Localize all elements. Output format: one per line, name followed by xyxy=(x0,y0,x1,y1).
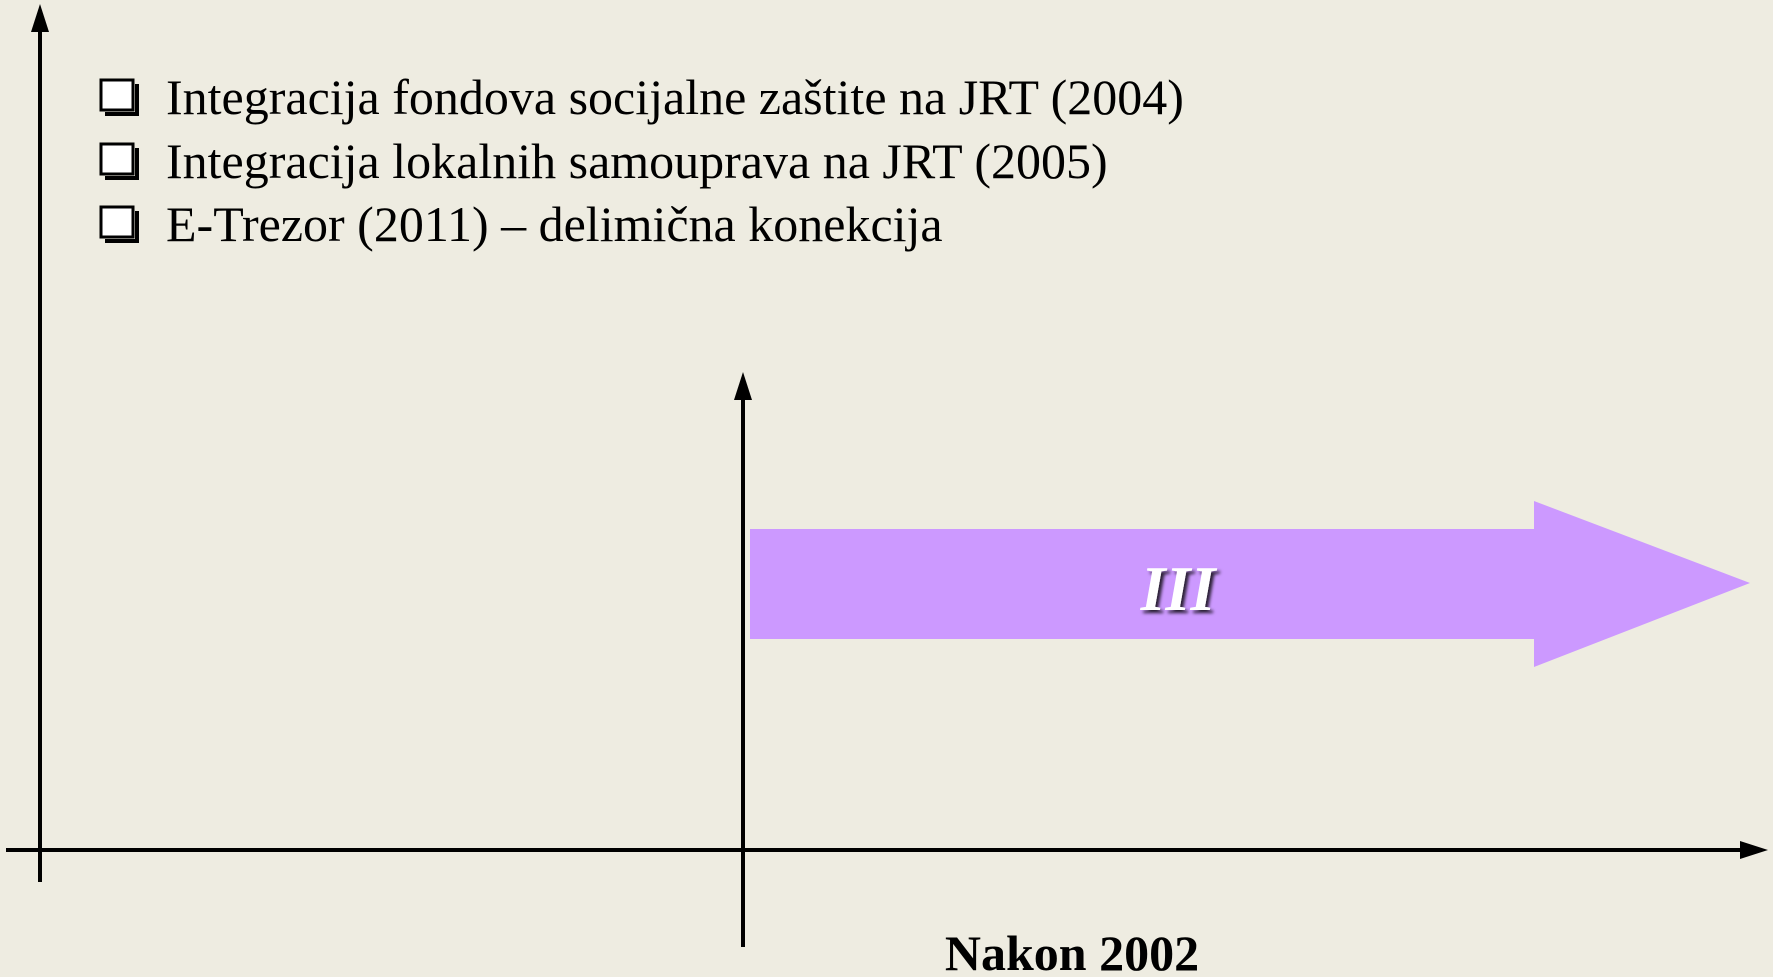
bullet-box xyxy=(99,142,135,176)
period-label: Nakon 2002 xyxy=(945,925,1199,977)
phase-arrow xyxy=(750,501,1750,667)
bullet-box xyxy=(99,205,135,239)
bullet-shadow xyxy=(105,148,139,180)
bullet-text: Integracija lokalnih samouprava na JRT (… xyxy=(166,133,1108,189)
y-axis-arrowhead xyxy=(31,4,49,32)
phase-divider-arrowhead xyxy=(734,372,752,400)
bullet-shadow xyxy=(105,84,139,116)
bullet-shadow xyxy=(105,211,139,243)
phase-label: III xyxy=(1140,553,1218,624)
bullet-text: E-Trezor (2011) – delimična konekcija xyxy=(166,196,943,252)
bullet-text: Integracija fondova socijalne zaštite na… xyxy=(166,69,1184,125)
bullet-box xyxy=(99,78,135,112)
x-axis-arrowhead xyxy=(1740,841,1768,859)
bullet-list: Integracija fondova socijalne zaštite na… xyxy=(99,69,1184,252)
